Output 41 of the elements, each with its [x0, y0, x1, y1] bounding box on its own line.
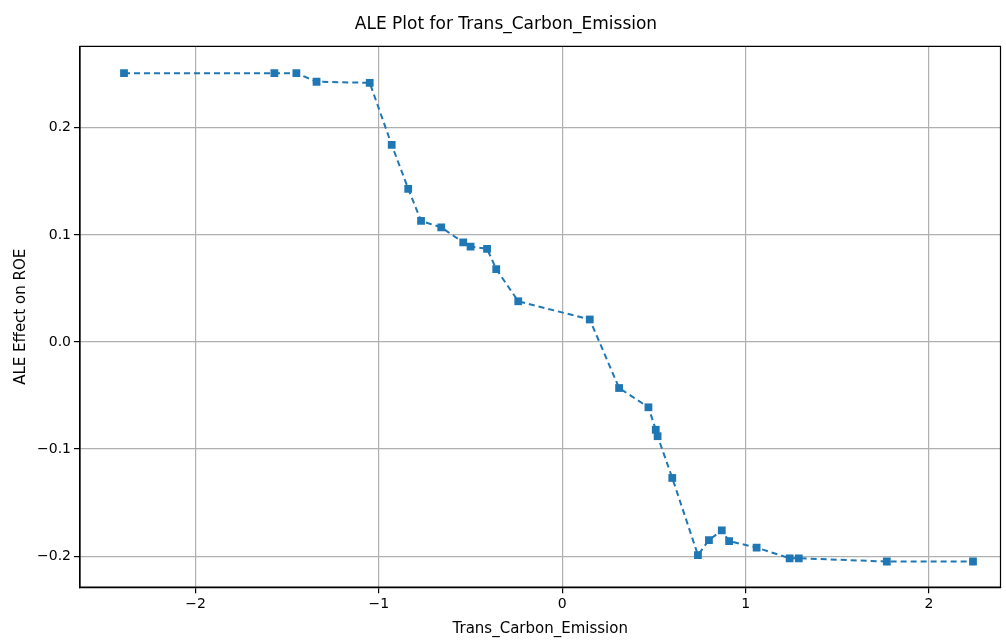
point — [705, 536, 713, 544]
point — [312, 77, 321, 86]
point — [404, 184, 413, 193]
point — [969, 557, 977, 566]
point — [365, 78, 374, 87]
y-tick-label: 0.1 — [48, 225, 71, 242]
x-tick-label: −1 — [368, 595, 390, 612]
point — [417, 217, 425, 225]
point — [694, 551, 702, 559]
point — [615, 384, 623, 392]
point — [752, 543, 761, 552]
point — [437, 223, 446, 232]
point — [717, 526, 726, 535]
x-tick-label: 2 — [924, 595, 934, 612]
y-axis-title: ALE Effect on ROE — [10, 248, 29, 385]
point — [785, 554, 794, 563]
point — [514, 297, 523, 306]
point — [585, 315, 594, 324]
point — [270, 69, 279, 78]
x-tick-label: 1 — [741, 595, 751, 612]
chart-title: ALE Plot for Trans_Carbon_Emission — [354, 12, 658, 34]
point — [668, 474, 677, 482]
x-tick-label: 0 — [557, 595, 567, 612]
point — [882, 557, 891, 566]
y-tick-label: 0.2 — [48, 118, 71, 135]
y-tick-label: −0.1 — [37, 439, 71, 456]
point — [725, 537, 734, 546]
point — [492, 265, 501, 274]
point — [120, 69, 128, 78]
point — [292, 69, 301, 78]
point — [466, 242, 475, 251]
point — [653, 432, 662, 441]
point — [644, 403, 653, 412]
x-axis-title: Trans_Carbon_Emission — [451, 618, 628, 638]
y-tick-label: −0.2 — [37, 546, 71, 563]
y-tick-label: 0.0 — [48, 332, 71, 349]
point — [459, 238, 468, 247]
x-tick-label: −2 — [185, 595, 206, 612]
point — [483, 244, 491, 253]
point — [387, 141, 396, 149]
point — [794, 554, 803, 563]
